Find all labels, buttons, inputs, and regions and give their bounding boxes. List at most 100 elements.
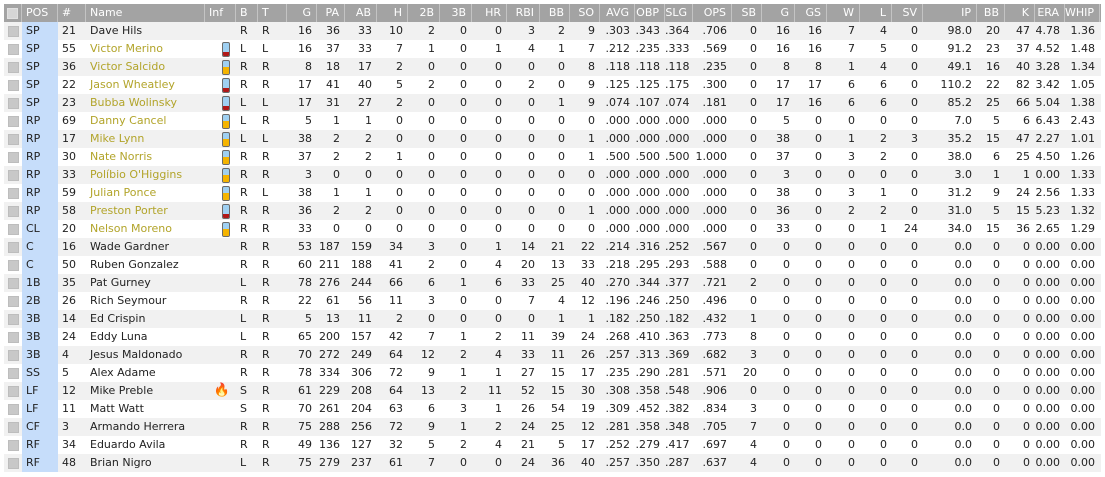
player-name[interactable]: Mike Preble [90,384,154,397]
player-name[interactable]: Políbio O'Higgins [90,168,183,181]
table-row[interactable]: RP 30 Nate Norris R R 37 2 2 1 0 0 0 0 0 1.500.500.500… [4,148,1101,166]
row-checkbox[interactable] [4,40,22,58]
header-rbi[interactable]: RBI [507,4,540,22]
header-l[interactable]: L [860,4,892,22]
row-checkbox[interactable] [4,274,22,292]
header-2b[interactable]: 2B [408,4,440,22]
row-checkbox[interactable] [4,184,22,202]
row-checkbox[interactable] [4,220,22,238]
row-checkbox[interactable] [4,148,22,166]
header-era[interactable]: ERA [1035,4,1065,22]
header-3b[interactable]: 3B [440,4,472,22]
header-gs[interactable]: GS [795,4,827,22]
header-avg[interactable]: AVG [600,4,635,22]
select-all-checkbox[interactable] [4,4,22,22]
row-checkbox[interactable] [4,76,22,94]
row-checkbox[interactable] [4,22,22,40]
player-name[interactable]: Victor Merino [90,42,163,55]
player-name[interactable]: Matt Watt [90,402,144,415]
table-row[interactable]: SS 5 Alex Adame R R 78 334 306 72 9 1 1 27 15 17 .235 .2… [4,364,1101,382]
header-whip[interactable]: WHIP [1065,4,1100,22]
table-row[interactable]: SP 22 Jason Wheatley R R 17 41 40 5 2 0 0 2 0 9 .125 .12… [4,76,1101,94]
player-name[interactable]: Nate Norris [90,150,153,163]
row-checkbox[interactable] [4,328,22,346]
header-hr[interactable]: HR [472,4,507,22]
table-row[interactable]: 2B 26 Rich Seymour R R 22 61 56 11 3 0 0 7 4 12 .196 .24… [4,292,1101,310]
row-checkbox[interactable] [4,436,22,454]
header-pa[interactable]: PA [317,4,345,22]
header-pos[interactable]: POS [22,4,58,22]
player-name[interactable]: Danny Cancel [90,114,167,127]
header-sv[interactable]: SV [892,4,923,22]
player-name[interactable]: Preston Porter [90,204,168,217]
player-name[interactable]: Jason Wheatley [90,78,175,91]
player-name[interactable]: Bubba Wolinsky [90,96,177,109]
row-checkbox[interactable] [4,454,22,472]
header-ab[interactable]: AB [345,4,377,22]
header-w[interactable]: W [827,4,860,22]
player-name[interactable]: Wade Gardner [90,240,169,253]
table-row[interactable]: RP 17 Mike Lynn L L 38 2 2 0 0 0 0 0 0 1 .000 .000 .000 .0… [4,130,1101,148]
table-row[interactable]: SP 23 Bubba Wolinsky L L 17 31 27 2 0 0 0 0 1 9 .074 .10… [4,94,1101,112]
player-name[interactable]: Mike Lynn [90,132,145,145]
player-name[interactable]: Victor Salcido [90,60,166,73]
player-name[interactable]: Brian Nigro [90,456,152,469]
table-row[interactable]: CF 3 Armando Herrera R R 75 288 256 72 9 1 2 24 25 12.… [4,418,1101,436]
row-checkbox[interactable] [4,202,22,220]
player-name[interactable]: Julian Ponce [90,186,157,199]
player-name[interactable]: Jesus Maldonado [90,348,183,361]
table-row[interactable]: 3B 14 Ed Crispin L R 5 13 11 2 0 0 0 0 1 1.182.250.182… [4,310,1101,328]
table-row[interactable]: C 16 Wade Gardner R R 53 187 159 34 3 0 1 14 21 22 .214… [4,238,1101,256]
player-name[interactable]: Eddy Luna [90,330,148,343]
row-checkbox[interactable] [4,112,22,130]
row-checkbox[interactable] [4,292,22,310]
header-bats[interactable]: B [236,4,258,22]
row-checkbox[interactable] [4,382,22,400]
row-checkbox[interactable] [4,310,22,328]
header-g[interactable]: G [287,4,317,22]
header-k[interactable]: K [1005,4,1035,22]
header-throws[interactable]: T [258,4,287,22]
table-row[interactable]: SP 36 Victor Salcido R R 8 18 17 2 0 0 0 0 0 8.118.118… [4,58,1101,76]
row-checkbox[interactable] [4,364,22,382]
row-checkbox[interactable] [4,256,22,274]
header-g[interactable]: G [762,4,795,22]
row-checkbox[interactable] [4,94,22,112]
row-checkbox[interactable] [4,418,22,436]
player-name[interactable]: Nelson Moreno [90,222,172,235]
table-row[interactable]: LF 11 Matt Watt S R 70 261 204 63 6 3 1 26 54 19.309.4… [4,400,1101,418]
row-checkbox[interactable] [4,130,22,148]
header-sb[interactable]: SB [732,4,762,22]
header-h[interactable]: H [377,4,408,22]
table-row[interactable]: RP 58 Preston Porter R R 36 2 2 0 0 0 0 0 0 1 .000 .000.… [4,202,1101,220]
row-checkbox[interactable] [4,400,22,418]
table-row[interactable]: 3B 4 Jesus Maldonado R R 70 272 249 64 12 2 4 33 11 26… [4,346,1101,364]
table-row[interactable]: RF 34 Eduardo Avila R R 49 136 127 32 5 2 4 21 5 17 .25… [4,436,1101,454]
header-obp[interactable]: OBP [635,4,665,22]
header-slg[interactable]: SLG [665,4,693,22]
row-checkbox[interactable] [4,58,22,76]
player-name[interactable]: Ruben Gonzalez [90,258,179,271]
table-row[interactable]: 1B 35 Pat Gurney L R 78 276 244 66 6 1 6 33 25 40.270.… [4,274,1101,292]
player-name[interactable]: Armando Herrera [90,420,186,433]
header-bb[interactable]: BB [977,4,1005,22]
table-row[interactable]: CL 20 Nelson Moreno R R 33 0 0 0 0 0 0 0 0 0 .000 .000 .0… [4,220,1101,238]
header-bb[interactable]: BB [540,4,570,22]
header-so[interactable]: SO [570,4,600,22]
header-ip[interactable]: IP [923,4,977,22]
table-row[interactable]: SP 21 Dave Hils R R 16 36 33 10 2 0 0 3 2 9.303.343.36… [4,22,1101,40]
table-row[interactable]: RF 48 Brian Nigro L R 75 279 237 61 7 0 0 24 36 40.257… [4,454,1101,472]
header-name[interactable]: Name [86,4,205,22]
player-name[interactable]: Ed Crispin [90,312,146,325]
table-row[interactable]: LF 12 Mike Preble 🔥 S R 61 229 208 64 13 2 11 52 15 30.… [4,382,1101,400]
player-name[interactable]: Rich Seymour [90,294,167,307]
row-checkbox[interactable] [4,346,22,364]
table-row[interactable]: RP 69 Danny Cancel L R 5 1 1 0 0 0 0 0 0 0 .000 .000 .000… [4,112,1101,130]
player-name[interactable]: Dave Hils [90,24,143,37]
header-ops[interactable]: OPS [693,4,732,22]
player-name[interactable]: Eduardo Avila [90,438,166,451]
row-checkbox[interactable] [4,166,22,184]
header-inf[interactable]: Inf [205,4,236,22]
table-row[interactable]: 3B 24 Eddy Luna L R 65 200 157 42 7 1 2 11 39 24 .268 .4… [4,328,1101,346]
table-row[interactable]: C 50 Ruben Gonzalez R R 60 211 188 41 2 0 4 20 13 33.2… [4,256,1101,274]
